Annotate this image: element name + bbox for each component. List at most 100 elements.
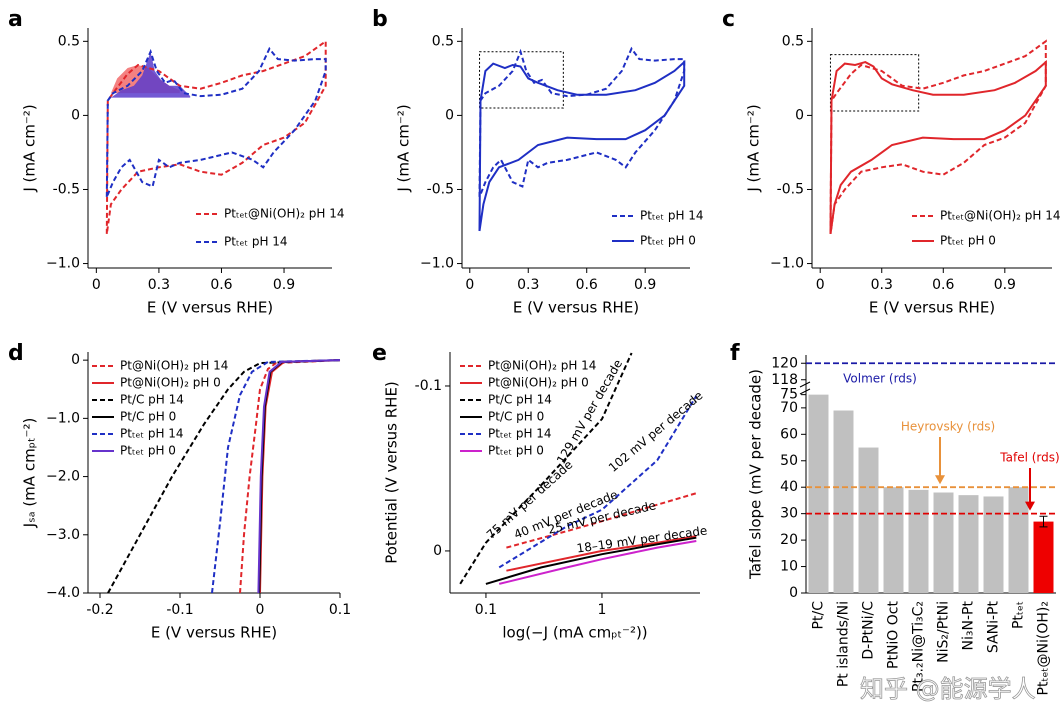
panel-label: f bbox=[730, 341, 740, 366]
x-axis-title: E (V versus RHE) bbox=[147, 299, 273, 317]
annotation: 102 mV per decade bbox=[606, 388, 706, 475]
reference-label: Volmer (rds) bbox=[843, 372, 917, 386]
y-axis-title: Jₛₐ (mA cmₚₜ⁻²) bbox=[21, 418, 39, 529]
x-tick-label: 0 bbox=[92, 277, 101, 293]
y-tick-label: -0.5 bbox=[777, 181, 804, 197]
y-tick-label: 118 bbox=[771, 372, 798, 388]
series-line bbox=[259, 359, 341, 594]
watermark: 知乎 @能源学人 bbox=[860, 675, 1036, 703]
legend-label: Ptₜₑₜ pH 14 bbox=[120, 427, 184, 441]
legend-label: Ptₜₑₜ pH 14 bbox=[224, 235, 288, 249]
annotation: 129 mV per decade bbox=[554, 357, 625, 466]
x-tick-label: 0 bbox=[465, 277, 474, 293]
x-tick-label: 0.6 bbox=[576, 277, 598, 293]
legend-label: Pt/C pH 14 bbox=[120, 393, 184, 407]
series-line bbox=[829, 59, 1047, 235]
legend-label: Pt@Ni(OH)₂ pH 0 bbox=[488, 376, 589, 390]
series-line bbox=[478, 59, 686, 232]
y-tick-label: 0 bbox=[71, 107, 80, 123]
y-tick-label: 70 bbox=[780, 400, 798, 416]
series-line bbox=[498, 395, 698, 569]
y-tick-label: 0 bbox=[445, 107, 454, 123]
x-tick-label: -0.1 bbox=[166, 602, 193, 618]
y-tick-label: 0 bbox=[433, 543, 442, 559]
y-tick-label: −4.0 bbox=[46, 585, 80, 601]
legend-label: Ptₜₑₜ@Ni(OH)₂ pH 14 bbox=[224, 207, 345, 221]
arrow-head bbox=[935, 475, 945, 485]
series-line bbox=[506, 535, 697, 572]
x-tick-label: 0.6 bbox=[932, 277, 954, 293]
x-tick-label: NiS₂/PtNi bbox=[936, 601, 952, 663]
y-tick-label: −1.0 bbox=[46, 256, 80, 272]
legend-label: Pt@Ni(OH)₂ pH 14 bbox=[488, 359, 596, 373]
bar bbox=[858, 447, 879, 593]
y-tick-label: 50 bbox=[780, 453, 798, 469]
y-tick-label: -0.1 bbox=[415, 378, 442, 394]
x-tick-label: Pt/C bbox=[811, 601, 827, 630]
x-tick-label: 0.3 bbox=[148, 277, 170, 293]
x-tick-label: 0.9 bbox=[994, 277, 1016, 293]
series-line bbox=[239, 359, 341, 594]
y-axis-title: J (mA cm⁻²) bbox=[745, 104, 763, 192]
inset-box bbox=[829, 54, 920, 112]
x-axis-title: E (V versus RHE) bbox=[513, 299, 639, 317]
error-bar bbox=[1039, 515, 1048, 528]
x-tick-label: 0 bbox=[256, 602, 265, 618]
series-line bbox=[257, 359, 341, 594]
legend-label: Pt@Ni(OH)₂ pH 14 bbox=[120, 359, 228, 373]
y-axis-title: J (mA cm⁻²) bbox=[395, 104, 413, 192]
bar bbox=[908, 489, 929, 593]
arrow-head bbox=[1025, 501, 1035, 511]
y-tick-label: 0 bbox=[71, 352, 80, 368]
bar bbox=[808, 394, 829, 593]
x-tick-label: D-PtNi/C bbox=[861, 601, 877, 660]
y-tick-label: −1.0 bbox=[46, 410, 80, 426]
series-line bbox=[107, 359, 341, 594]
reference-label: Heyrovsky (rds) bbox=[901, 420, 995, 434]
panel-label: c bbox=[722, 7, 735, 32]
bar bbox=[1008, 487, 1029, 593]
y-tick-label: 40 bbox=[780, 479, 798, 495]
x-tick-label: 0.9 bbox=[634, 277, 656, 293]
series-line bbox=[105, 46, 327, 198]
x-tick-label: SANi-Pt bbox=[986, 600, 1002, 653]
x-tick-label: 0.3 bbox=[517, 277, 539, 293]
x-tick-label: 0.1 bbox=[329, 602, 351, 618]
bar bbox=[883, 487, 904, 593]
legend-label: Pt/C pH 0 bbox=[120, 410, 176, 424]
y-tick-label: −2.0 bbox=[46, 469, 80, 485]
y-tick-label: -0.5 bbox=[427, 181, 454, 197]
reference-label: Tafel (rds) bbox=[999, 451, 1059, 465]
series-line bbox=[258, 359, 341, 594]
x-axis-title: E (V versus RHE) bbox=[151, 624, 277, 642]
y-tick-label: 30 bbox=[780, 506, 798, 522]
bar bbox=[833, 410, 854, 593]
x-axis-title: E (V versus RHE) bbox=[869, 299, 995, 317]
y-tick-label: 0.5 bbox=[782, 33, 804, 49]
x-tick-label: 0.3 bbox=[871, 277, 893, 293]
y-tick-label: 0.5 bbox=[432, 33, 454, 49]
y-tick-label: 75 bbox=[780, 387, 798, 403]
y-tick-label: 0 bbox=[789, 585, 798, 601]
y-tick-label: 10 bbox=[780, 559, 798, 575]
legend-label: Ptₜₑₜ@Ni(OH)₂ pH 14 bbox=[940, 209, 1061, 223]
x-tick-label: 0.1 bbox=[475, 602, 497, 618]
y-axis-title: Potential (V versus RHE) bbox=[383, 381, 401, 564]
legend-label: Ptₜₑₜ pH 0 bbox=[940, 234, 996, 248]
series-line bbox=[829, 39, 1047, 235]
x-tick-label: Pt₃.₂Ni@Ti₃C₂ bbox=[911, 601, 927, 692]
x-tick-label: Ptₜₑₜ bbox=[1011, 601, 1027, 629]
legend-label: Ptₜₑₜ pH 14 bbox=[640, 209, 704, 223]
x-tick-label: 0.9 bbox=[273, 277, 295, 293]
x-tick-label: -0.2 bbox=[86, 602, 113, 618]
axis-break bbox=[799, 381, 811, 395]
y-tick-label: -0.5 bbox=[53, 181, 80, 197]
panel-label: e bbox=[372, 341, 387, 366]
panel-label: b bbox=[372, 7, 388, 32]
legend-label: Ptₜₑₜ pH 0 bbox=[640, 234, 696, 248]
x-tick-label: PtNiO Oct bbox=[886, 601, 902, 669]
bar bbox=[1033, 521, 1054, 593]
legend-label: Ptₜₑₜ pH 0 bbox=[120, 444, 176, 458]
panel-label: d bbox=[8, 341, 24, 366]
x-axis-title: log(−J (mA cmₚₜ⁻²)) bbox=[502, 624, 647, 642]
